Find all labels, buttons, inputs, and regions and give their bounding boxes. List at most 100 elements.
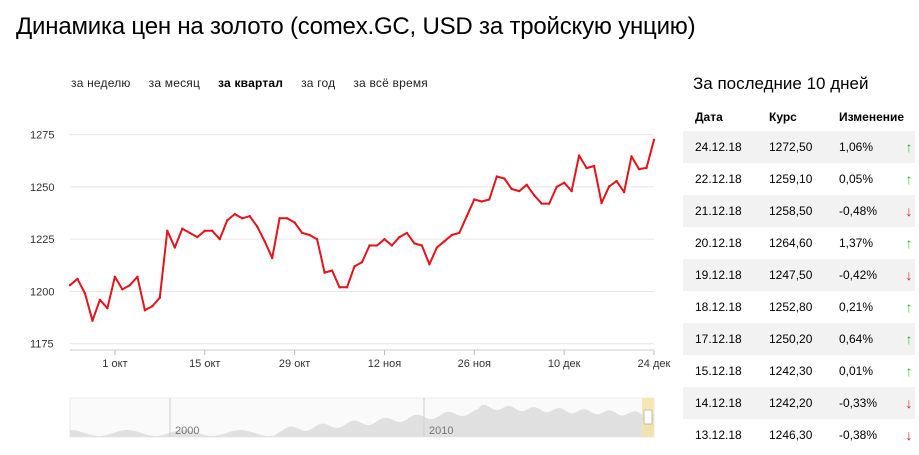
row-rate: 1242,30 bbox=[769, 364, 813, 378]
data-point bbox=[562, 181, 566, 184]
data-point bbox=[405, 231, 409, 235]
data-point bbox=[547, 202, 551, 205]
arrow-up-icon: ↑ bbox=[905, 331, 913, 347]
data-point bbox=[360, 260, 364, 264]
row-date: 22.12.18 bbox=[695, 172, 742, 186]
row-date: 13.12.18 bbox=[695, 428, 742, 442]
data-point bbox=[510, 187, 513, 191]
data-point bbox=[592, 164, 596, 168]
data-point bbox=[330, 269, 334, 272]
navigator-area bbox=[70, 404, 654, 437]
table-row: 22.12.18 1259,10 0,05% ↑ bbox=[683, 163, 915, 195]
data-point bbox=[315, 237, 319, 241]
data-point bbox=[233, 212, 236, 216]
row-trend: ↑ bbox=[903, 323, 915, 355]
table-row: 17.12.18 1250,20 0,64% ↑ bbox=[683, 323, 915, 355]
arrow-down-icon: ↓ bbox=[905, 203, 913, 219]
arrow-up-icon: ↑ bbox=[905, 139, 913, 155]
arrow-up-icon: ↑ bbox=[905, 363, 913, 379]
period-tab-1[interactable]: за месяц bbox=[148, 76, 201, 90]
table-row: 24.12.18 1272,50 1,06% ↑ bbox=[683, 131, 915, 163]
row-rate: 1250,20 bbox=[769, 323, 839, 355]
row-trend: ↑ bbox=[903, 131, 915, 163]
data-point bbox=[375, 244, 379, 247]
data-point bbox=[637, 167, 641, 171]
row-date: 17.12.18 bbox=[683, 323, 769, 355]
row-change: 0,05% bbox=[839, 172, 874, 186]
data-point bbox=[270, 256, 274, 260]
x-tick-label: 24 дек bbox=[638, 358, 671, 370]
data-point bbox=[91, 319, 94, 322]
data-point bbox=[338, 286, 341, 289]
period-tab-0[interactable]: за неделю bbox=[71, 76, 131, 90]
data-point bbox=[383, 237, 386, 241]
header-date: Дата bbox=[695, 110, 723, 124]
data-point bbox=[143, 309, 147, 312]
row-rate: 1246,30 bbox=[769, 428, 813, 442]
x-tick-label: 29 окт bbox=[279, 358, 310, 370]
row-date: 24.12.18 bbox=[683, 131, 769, 163]
data-point bbox=[480, 200, 483, 203]
data-point bbox=[128, 283, 132, 287]
row-trend: ↑ bbox=[903, 355, 915, 387]
data-point bbox=[106, 306, 109, 310]
header-rate: Курс bbox=[769, 110, 797, 124]
navigator-handle[interactable] bbox=[643, 409, 653, 425]
row-change: 1,06% bbox=[839, 131, 903, 163]
row-change: 1,37% bbox=[839, 236, 874, 250]
row-rate: 1252,80 bbox=[769, 300, 813, 314]
y-tick-label: 1275 bbox=[30, 130, 54, 142]
row-trend: ↑ bbox=[903, 291, 915, 323]
table-row: 15.12.18 1242,30 0,01% ↑ bbox=[683, 355, 915, 387]
x-tick-label: 10 дек bbox=[548, 358, 581, 370]
data-point bbox=[263, 240, 266, 243]
data-point bbox=[241, 217, 244, 220]
navigator-label: 2010 bbox=[429, 425, 453, 437]
data-point bbox=[158, 296, 162, 299]
row-trend: ↓ bbox=[903, 419, 915, 451]
data-point bbox=[188, 231, 191, 235]
arrow-up-icon: ↑ bbox=[905, 235, 913, 251]
x-tick-label: 12 ноя bbox=[368, 358, 401, 370]
row-change: -0,33% bbox=[839, 387, 903, 419]
period-tab-2[interactable]: за квартал bbox=[218, 76, 284, 90]
row-change: -0,42% bbox=[839, 259, 903, 291]
table-row: 18.12.18 1252,80 0,21% ↑ bbox=[683, 291, 915, 323]
data-point bbox=[585, 166, 588, 170]
data-point bbox=[173, 246, 177, 249]
data-point bbox=[368, 244, 371, 247]
data-point bbox=[570, 189, 573, 193]
table-row: 20.12.18 1264,60 1,37% ↑ bbox=[683, 227, 915, 259]
row-change: -0,38% bbox=[839, 428, 878, 442]
data-point bbox=[600, 201, 603, 205]
data-point bbox=[353, 265, 356, 268]
data-point bbox=[413, 242, 416, 245]
data-point bbox=[218, 237, 221, 241]
table-row: 13.12.18 1246,30 -0,38% ↓ bbox=[683, 419, 915, 451]
page-title: Динамика цен на золото (comex.GC, USD за… bbox=[16, 13, 696, 40]
data-point bbox=[435, 246, 439, 249]
data-point bbox=[540, 202, 543, 205]
row-trend: ↓ bbox=[903, 259, 915, 291]
data-point bbox=[398, 235, 401, 239]
arrow-down-icon: ↓ bbox=[905, 395, 913, 411]
y-tick-label: 1225 bbox=[30, 234, 54, 246]
x-tick-label: 15 окт bbox=[189, 358, 220, 370]
period-tab-4[interactable]: за всё время bbox=[353, 76, 428, 90]
period-tab-3[interactable]: за год bbox=[301, 76, 336, 90]
data-point bbox=[443, 240, 446, 243]
data-point bbox=[255, 225, 259, 228]
arrow-up-icon: ↑ bbox=[905, 171, 913, 187]
row-rate: 1264,60 bbox=[769, 236, 813, 250]
x-tick-label: 1 окт bbox=[102, 358, 127, 370]
data-point bbox=[518, 189, 521, 193]
arrow-down-icon: ↓ bbox=[905, 427, 913, 443]
data-point bbox=[113, 275, 117, 279]
row-date: 19.12.18 bbox=[683, 259, 769, 291]
data-point bbox=[203, 229, 206, 233]
data-point bbox=[285, 217, 289, 220]
data-point bbox=[458, 231, 461, 235]
row-rate: 1242,20 bbox=[769, 387, 839, 419]
row-date: 18.12.18 bbox=[695, 300, 742, 314]
